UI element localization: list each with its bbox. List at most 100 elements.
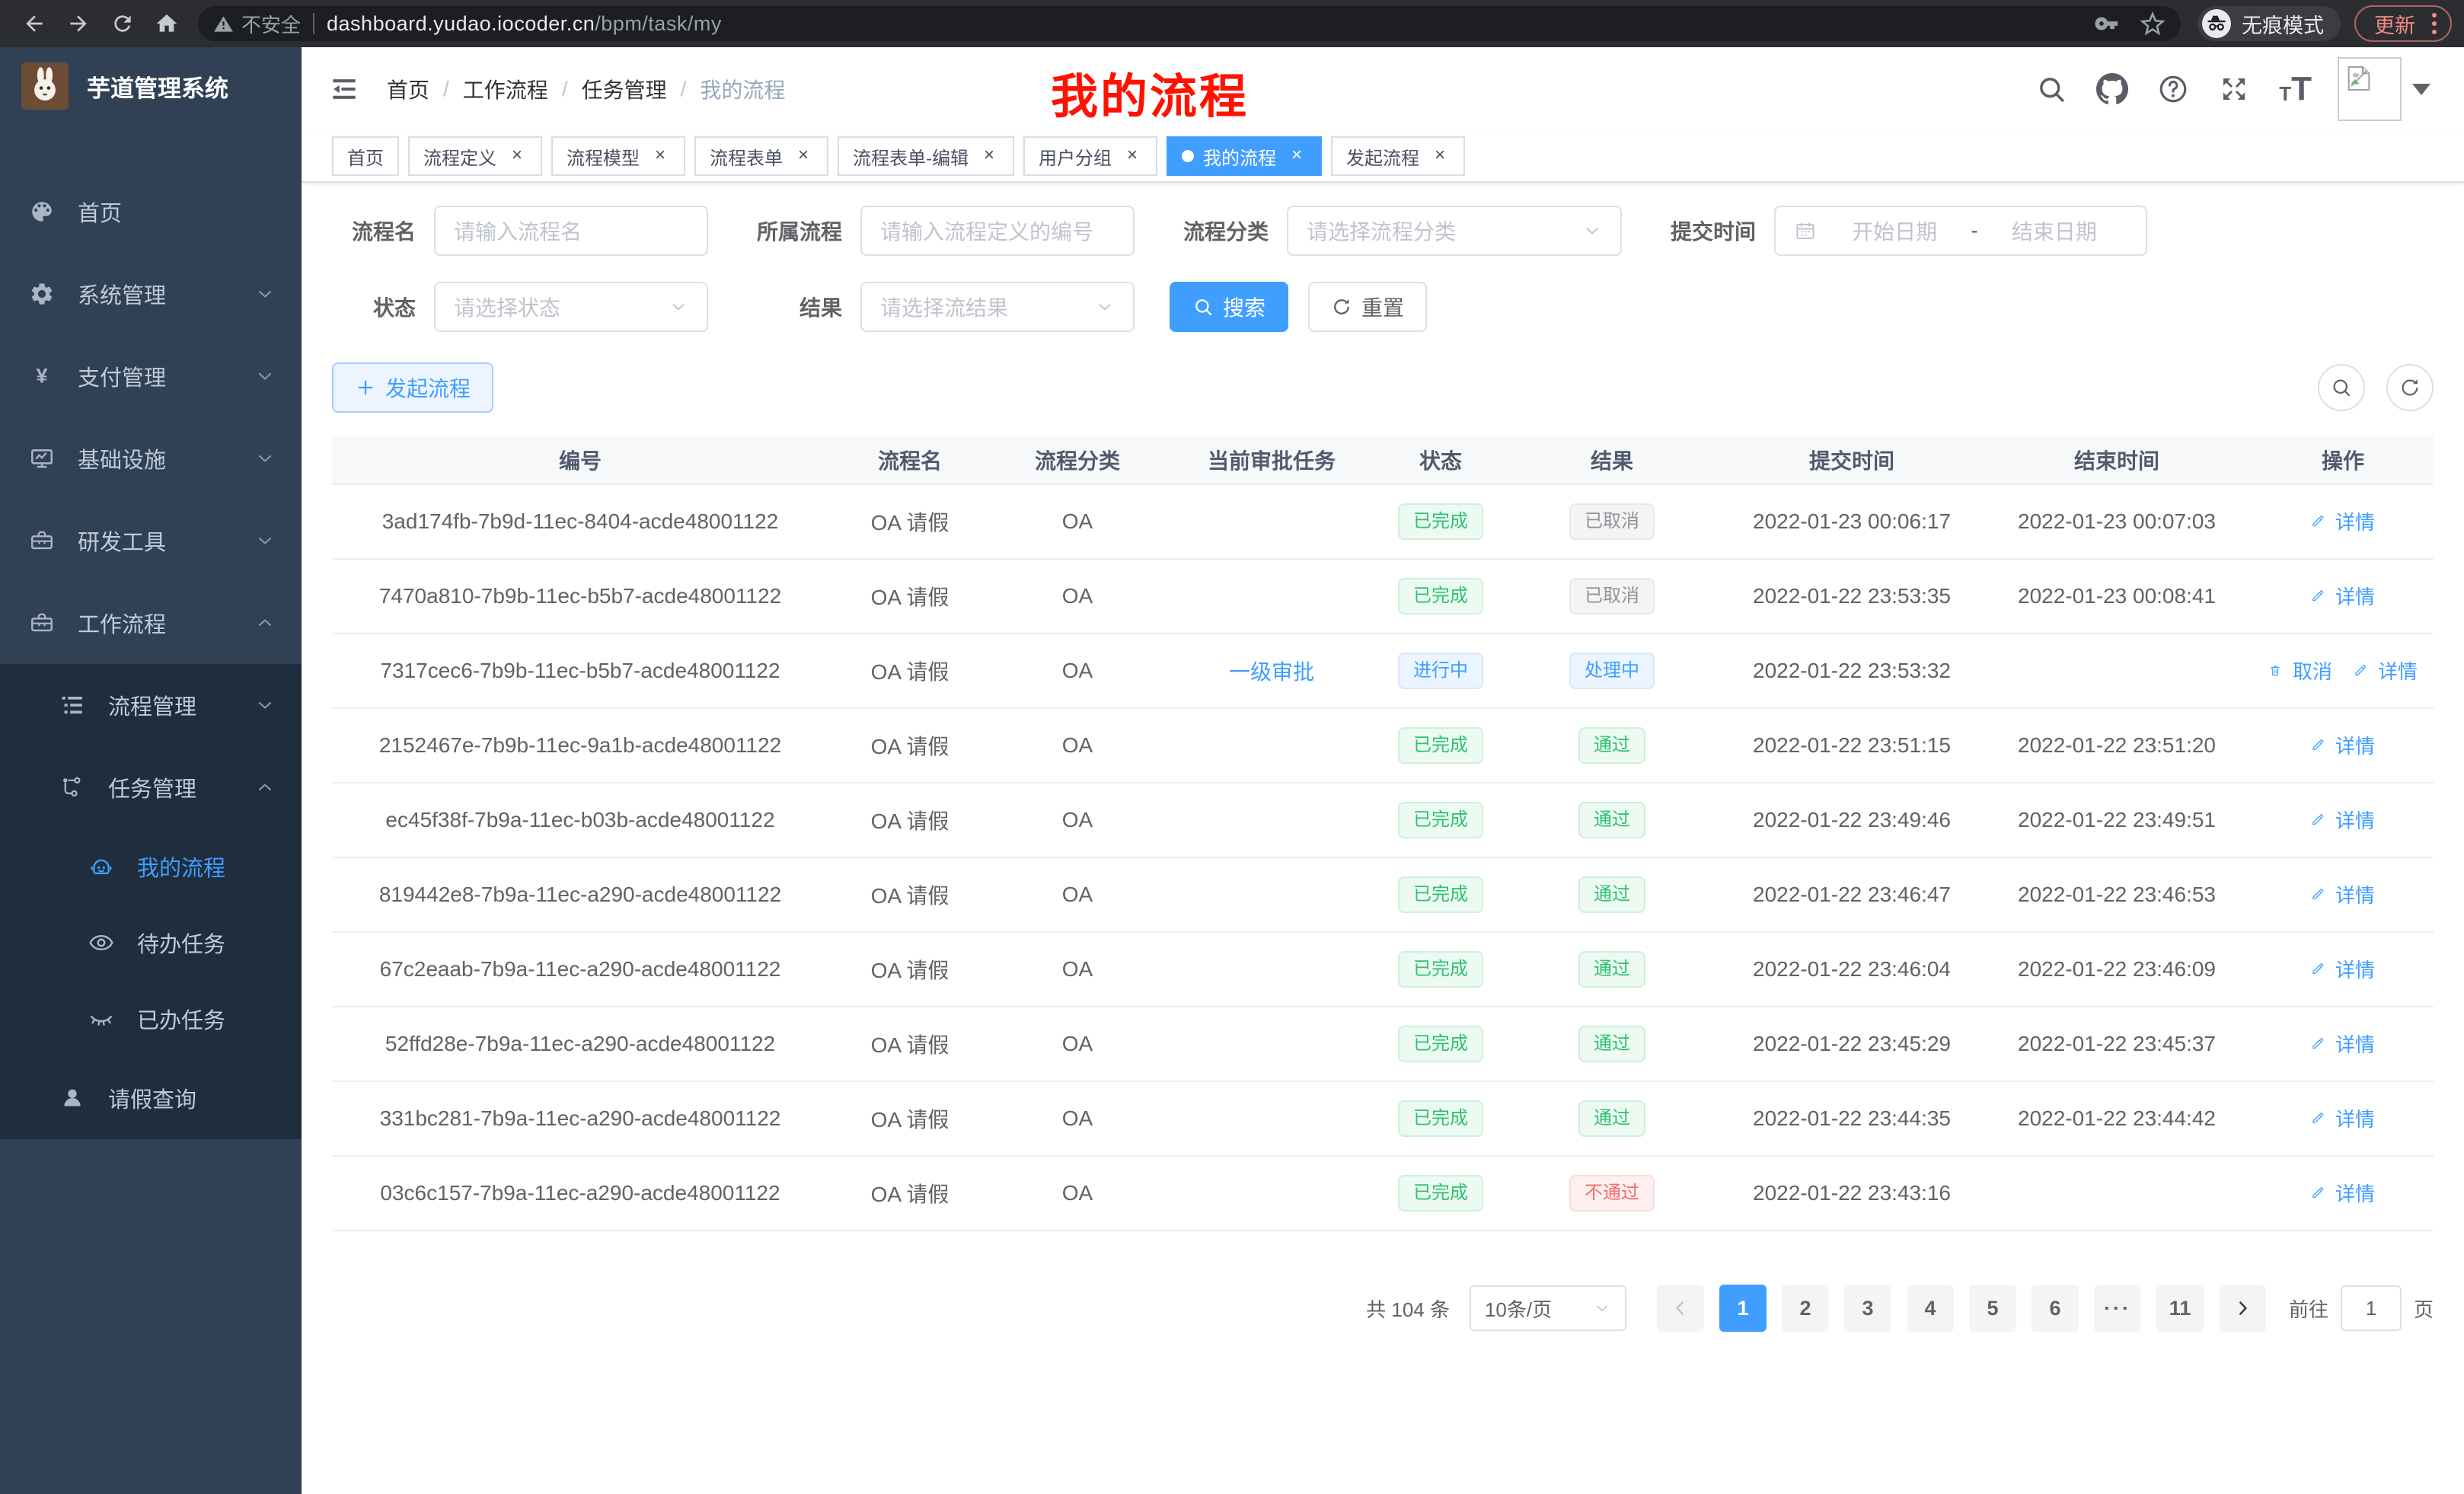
page-button[interactable]: 11 (2156, 1285, 2204, 1332)
cell-category: OA (991, 559, 1163, 634)
sidebar-item-3[interactable]: 基础设施 (0, 417, 302, 500)
goto-page-input[interactable]: 1 (2340, 1285, 2402, 1331)
tab-0[interactable]: 首页 (332, 136, 399, 176)
result-select[interactable]: 请选择流结果 (860, 282, 1135, 332)
refresh-button[interactable] (2386, 364, 2434, 411)
address-bar[interactable]: 不安全 dashboard.yudao.iocoder.cn/bpm/task/… (198, 6, 2181, 41)
breadcrumb-item[interactable]: 任务管理 (581, 78, 667, 102)
detail-action[interactable]: 详情 (2311, 955, 2375, 983)
cell-id: 2152467e-7b9b-11ec-9a1b-acde48001122 (332, 708, 828, 784)
close-icon[interactable]: × (983, 145, 994, 165)
github-icon[interactable] (2096, 73, 2129, 105)
dashboard-icon (29, 199, 55, 225)
page-button[interactable]: 3 (1843, 1285, 1891, 1332)
detail-action[interactable]: 详情 (2311, 731, 2375, 759)
sidebar-item-9[interactable]: 待办任务 (0, 905, 302, 981)
chevron-up-icon (254, 777, 276, 798)
tab-7[interactable]: 发起流程 × (1331, 136, 1465, 176)
fullscreen-icon[interactable] (2218, 73, 2250, 105)
detail-action[interactable]: 详情 (2354, 656, 2418, 685)
forward-icon[interactable] (60, 5, 97, 42)
tab-5[interactable]: 用户分组 × (1023, 136, 1157, 176)
key-icon[interactable] (2094, 11, 2120, 37)
browser-menu-icon[interactable] (2429, 10, 2440, 37)
cell-actions: 详情 (2252, 484, 2434, 560)
home-icon[interactable] (148, 5, 185, 42)
breadcrumb-item[interactable]: 首页 (387, 78, 430, 102)
chevron-up-icon (254, 612, 276, 634)
tab-label: 流程表单-编辑 (853, 148, 969, 169)
status-select[interactable]: 请选择状态 (434, 282, 708, 332)
tab-label: 发起流程 (1346, 148, 1419, 169)
sidebar-item-10[interactable]: 已办任务 (0, 981, 302, 1057)
sidebar-item-2[interactable]: ¥ 支付管理 (0, 335, 302, 417)
tab-3[interactable]: 流程表单 × (694, 136, 828, 176)
close-icon[interactable]: × (797, 145, 809, 165)
caret-down-icon[interactable] (2412, 83, 2430, 95)
sidebar-item-0[interactable]: 首页 (0, 171, 302, 253)
toggle-search-button[interactable] (2318, 364, 2365, 411)
task-link[interactable]: 一级审批 (1228, 660, 1314, 684)
page-button[interactable]: 4 (1906, 1285, 1954, 1332)
tab-6[interactable]: 我的流程 × (1167, 136, 1322, 176)
detail-action[interactable]: 详情 (2311, 1104, 2375, 1132)
submit-time-range-picker[interactable]: 开始日期 - 结束日期 (1774, 206, 2147, 256)
process-definition-input[interactable]: 请输入流程定义的编号 (860, 206, 1135, 256)
page-button[interactable]: 2 (1781, 1285, 1829, 1332)
tab-1[interactable]: 流程定义 × (408, 136, 542, 176)
sidebar-item-1[interactable]: 系统管理 (0, 253, 302, 335)
detail-action[interactable]: 详情 (2311, 1179, 2375, 1207)
cell-submit-time: 2022-01-22 23:53:35 (1722, 559, 1981, 634)
category-select[interactable]: 请选择流程分类 (1287, 206, 1622, 256)
breadcrumb-item[interactable]: 工作流程 (462, 78, 548, 102)
cell-result: 通过 (1502, 1007, 1722, 1082)
sidebar-item-6[interactable]: 流程管理 (0, 664, 302, 746)
search-icon[interactable] (2035, 73, 2067, 105)
search-button[interactable]: 搜索 (1170, 282, 1289, 332)
ellipsis-button[interactable]: ··· (2093, 1285, 2141, 1332)
submenu-block: 流程管理 任务管理 我的流程 待办任务 已办任务 请假查询 (0, 664, 302, 1139)
next-page-button[interactable] (2218, 1285, 2266, 1332)
page-size-select[interactable]: 10条/页 (1469, 1285, 1626, 1331)
hamburger-icon[interactable] (327, 72, 361, 106)
sidebar-item-5[interactable]: 工作流程 (0, 582, 302, 664)
sidebar-item-7[interactable]: 任务管理 (0, 746, 302, 828)
chevron-down-icon (254, 283, 276, 305)
page-button[interactable]: 5 (1968, 1285, 2016, 1332)
user-icon (59, 1085, 85, 1111)
update-button[interactable]: 更新 (2354, 5, 2452, 42)
cell-id: 67c2eaab-7b9a-11ec-a290-acde48001122 (332, 932, 828, 1007)
help-icon[interactable] (2157, 73, 2189, 105)
detail-action[interactable]: 详情 (2311, 1030, 2375, 1058)
cancel-action[interactable]: 取消 (2268, 656, 2332, 685)
sidebar-item-11[interactable]: 请假查询 (0, 1057, 302, 1139)
reset-button[interactable]: 重置 (1308, 282, 1428, 332)
reload-icon[interactable] (104, 5, 141, 42)
tab-4[interactable]: 流程表单-编辑 × (838, 136, 1014, 176)
goto-label: 前往 (2288, 1298, 2328, 1321)
detail-action[interactable]: 详情 (2311, 582, 2375, 610)
bookmark-star-icon[interactable] (2140, 11, 2166, 37)
page-button[interactable]: 6 (2031, 1285, 2079, 1332)
close-icon[interactable]: × (1291, 145, 1302, 165)
detail-action[interactable]: 详情 (2311, 880, 2375, 908)
close-icon[interactable]: × (511, 145, 522, 165)
close-icon[interactable]: × (1126, 145, 1138, 165)
process-name-input[interactable]: 请输入流程名 (434, 206, 708, 256)
detail-action[interactable]: 详情 (2311, 507, 2375, 535)
back-icon[interactable] (16, 5, 53, 42)
create-process-button[interactable]: 发起流程 (332, 362, 494, 413)
table-row: 3ad174fb-7b9d-11ec-8404-acde48001122 OA 请… (332, 484, 2434, 560)
prev-page-button[interactable] (1656, 1285, 1704, 1332)
result-badge: 通过 (1578, 802, 1645, 838)
page-button[interactable]: 1 (1719, 1285, 1767, 1332)
sidebar-item-8[interactable]: 我的流程 (0, 828, 302, 905)
tab-2[interactable]: 流程模型 × (551, 136, 685, 176)
sidebar-item-4[interactable]: 研发工具 (0, 500, 302, 582)
close-icon[interactable]: × (654, 145, 665, 165)
detail-action[interactable]: 详情 (2311, 806, 2375, 834)
avatar[interactable] (2338, 57, 2402, 121)
close-icon[interactable]: × (1434, 145, 1445, 165)
